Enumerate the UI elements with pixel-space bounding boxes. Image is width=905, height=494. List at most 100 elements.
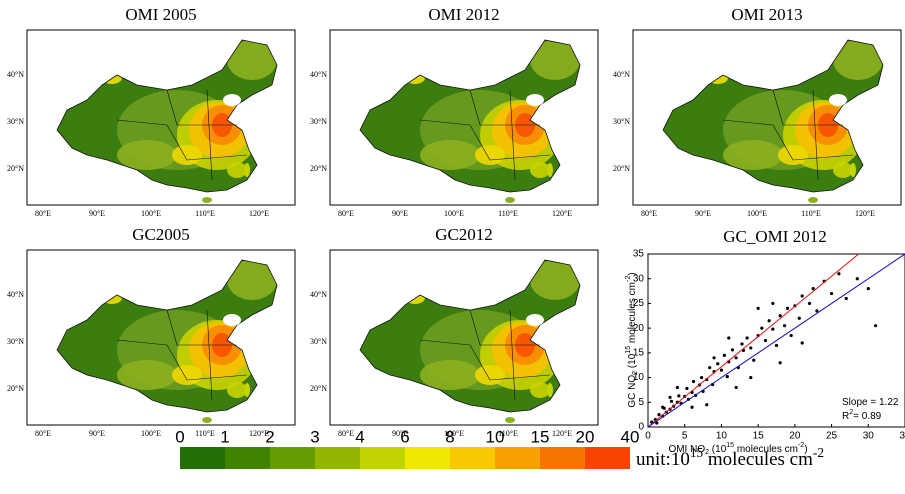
x-tick-label: 25 xyxy=(826,431,838,442)
point xyxy=(705,403,709,407)
border xyxy=(56,39,278,193)
lat-tick-label: 30°N xyxy=(7,117,24,126)
bohai xyxy=(223,314,241,326)
point xyxy=(752,358,756,362)
taiwan xyxy=(547,383,553,397)
bohai xyxy=(526,314,544,326)
lat-tick-label: 20°N xyxy=(613,164,630,173)
x-tick-label: 10 xyxy=(716,431,728,442)
point xyxy=(725,374,729,379)
point xyxy=(712,356,716,360)
colorbar-cell xyxy=(405,447,450,469)
colorbar-label: 40 xyxy=(621,427,640,446)
lat-tick-label: 40°N xyxy=(7,290,24,299)
taiwan xyxy=(850,163,856,177)
point xyxy=(749,375,753,380)
point xyxy=(811,287,815,291)
annotation-part: Slope = 1.22 xyxy=(842,397,899,408)
x-tick-label: 15 xyxy=(753,431,765,442)
colorbar-cell xyxy=(360,447,405,469)
hotspot xyxy=(420,360,480,390)
hotspot xyxy=(172,365,202,385)
point xyxy=(800,294,804,298)
map-title: OMI 2005 xyxy=(125,5,196,24)
lat-tick-label: 40°N xyxy=(310,70,327,79)
map-fill xyxy=(663,40,883,192)
hotspot xyxy=(117,140,177,170)
hotspot xyxy=(420,140,480,170)
unit-label-part: -2 xyxy=(813,445,824,460)
point xyxy=(655,421,659,425)
hotspot xyxy=(530,162,550,178)
point xyxy=(789,333,793,338)
point xyxy=(837,272,841,276)
lon-tick-label: 100°E xyxy=(444,209,464,218)
lon-tick-label: 110°E xyxy=(801,209,821,218)
lat-tick-label: 30°N xyxy=(310,117,327,126)
colorbar-label: 10 xyxy=(486,427,505,446)
hotspot xyxy=(530,382,550,398)
fit-line xyxy=(648,254,905,427)
province-lines xyxy=(116,309,248,401)
point xyxy=(708,366,712,370)
lon-tick-label: 100°E xyxy=(141,429,161,438)
chart-title: GC_OMI 2012 xyxy=(723,227,826,246)
lon-tick-label: 120°E xyxy=(249,209,269,218)
x-axis-label-part: 15 xyxy=(726,442,734,449)
hotspot xyxy=(227,162,247,178)
point xyxy=(760,326,764,330)
unit-label-part: 15 xyxy=(690,445,704,460)
point xyxy=(771,327,775,331)
lon-tick-label: 80°E xyxy=(338,429,354,438)
point xyxy=(734,385,738,390)
lat-tick-label: 40°N xyxy=(613,70,630,79)
lat-tick-label: 30°N xyxy=(7,337,24,346)
hotspot xyxy=(833,40,883,80)
point xyxy=(661,405,665,409)
lon-tick-label: 120°E xyxy=(249,429,269,438)
map-title: GC2012 xyxy=(435,225,493,244)
y-axis-label-part: -2 xyxy=(625,276,632,282)
province-lines xyxy=(419,309,551,401)
lat-tick-label: 20°N xyxy=(310,384,327,393)
lon-tick-label: 110°E xyxy=(498,209,518,218)
unit-label-part: molecules cm xyxy=(703,449,813,470)
colorbar-label: 20 xyxy=(576,427,595,446)
point xyxy=(745,336,749,340)
point xyxy=(782,324,787,328)
point xyxy=(785,306,790,310)
y-axis-label: GC NO2 (1015 molecules cm-2) xyxy=(625,272,639,407)
map-title: OMI 2012 xyxy=(428,5,499,24)
lon-tick-label: 100°E xyxy=(444,429,464,438)
y-axis-label-part: molecules cm xyxy=(627,282,638,346)
point xyxy=(829,291,834,296)
hainan xyxy=(808,197,818,203)
lat-tick-label: 30°N xyxy=(310,337,327,346)
y-tick-label: 0 xyxy=(638,422,644,433)
hotspot xyxy=(475,145,505,165)
point xyxy=(763,338,768,343)
hotspot xyxy=(530,260,580,300)
x-tick-label: 0 xyxy=(645,431,651,442)
colorbar-cell xyxy=(180,447,225,469)
colorbar-label: 4 xyxy=(355,427,364,446)
taiwan xyxy=(547,163,553,177)
point xyxy=(690,405,694,409)
lon-tick-label: 80°E xyxy=(641,209,657,218)
map-fill xyxy=(57,260,277,412)
y-tick-label: 10 xyxy=(633,372,645,383)
point xyxy=(668,395,672,399)
colorbar-cell xyxy=(585,447,630,469)
point xyxy=(749,346,753,350)
border xyxy=(359,39,581,193)
hotspot xyxy=(117,360,177,390)
lon-tick-label: 90°E xyxy=(695,209,711,218)
lon-tick-label: 100°E xyxy=(141,209,161,218)
point xyxy=(727,336,731,340)
x-axis-label-part: ) xyxy=(804,444,807,455)
map-title: GC2005 xyxy=(132,225,190,244)
lon-tick-label: 90°E xyxy=(89,429,105,438)
colorbar-cell xyxy=(495,447,540,469)
bohai xyxy=(223,94,241,106)
hotspot xyxy=(833,162,853,178)
